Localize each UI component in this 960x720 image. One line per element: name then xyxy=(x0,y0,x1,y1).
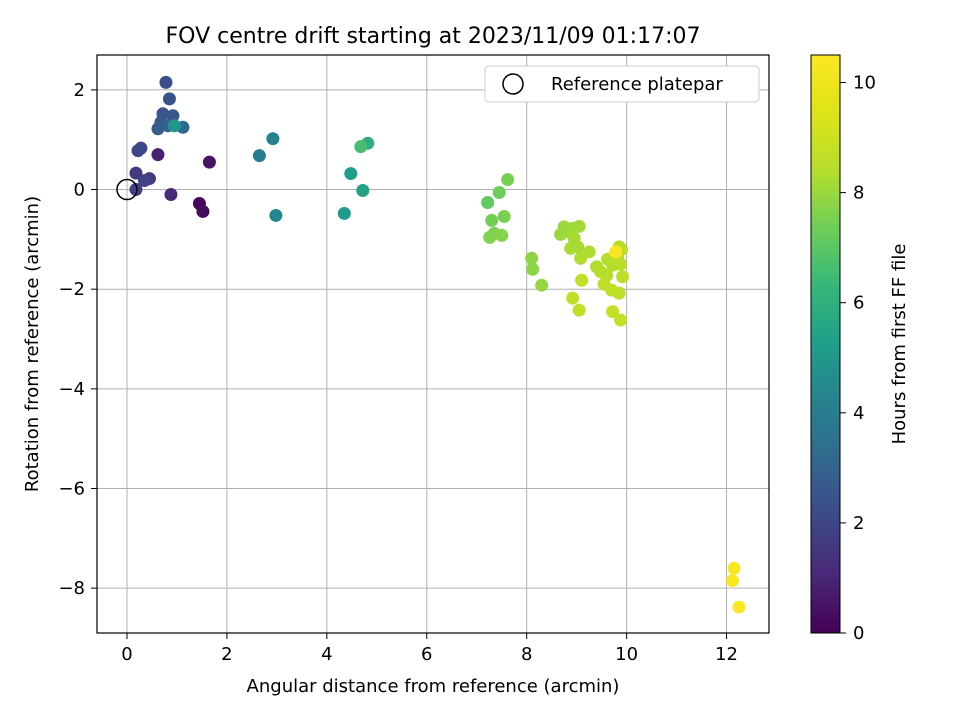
y-axis-label: Rotation from reference (arcmin) xyxy=(22,196,43,492)
data-point xyxy=(582,245,596,259)
data-points xyxy=(129,75,746,614)
data-point xyxy=(566,291,580,305)
data-point xyxy=(354,140,368,154)
data-point xyxy=(609,245,623,259)
colorbar-tick-label: 4 xyxy=(853,403,864,424)
data-point xyxy=(726,574,740,588)
x-tick-label: 8 xyxy=(521,644,532,665)
x-tick-label: 12 xyxy=(715,644,738,665)
y-tick-label: −2 xyxy=(58,279,85,300)
colorbar xyxy=(810,54,841,634)
colorbar-tick-label: 0 xyxy=(853,623,864,644)
reference-marker xyxy=(116,178,138,201)
x-tick-label: 2 xyxy=(221,644,232,665)
data-point xyxy=(167,119,181,133)
colorbar-tick-label: 2 xyxy=(853,513,864,534)
x-tick-label: 10 xyxy=(615,644,638,665)
data-point xyxy=(571,240,585,254)
data-point xyxy=(614,313,628,327)
data-point xyxy=(497,209,511,223)
reference-point xyxy=(116,178,138,201)
data-point xyxy=(129,183,143,197)
data-point xyxy=(525,251,539,265)
data-point xyxy=(572,303,586,317)
data-point xyxy=(159,75,173,89)
data-point xyxy=(575,273,589,287)
x-tick-label: 0 xyxy=(121,644,132,665)
x-tick-label: 6 xyxy=(421,644,432,665)
data-point xyxy=(164,188,178,202)
y-tick-label: −8 xyxy=(58,578,85,599)
data-point xyxy=(137,174,151,188)
grid-lines xyxy=(97,55,769,633)
x-tick-label: 4 xyxy=(321,644,332,665)
colorbar-label: Hours from first FF file xyxy=(889,244,910,445)
data-point xyxy=(485,213,499,227)
data-point xyxy=(501,173,515,187)
legend: Reference platepar xyxy=(484,65,760,103)
data-point xyxy=(202,155,216,169)
data-point xyxy=(535,278,549,292)
data-point xyxy=(162,92,176,106)
data-point xyxy=(572,219,586,233)
colorbar-tick-label: 6 xyxy=(853,293,864,314)
data-point xyxy=(612,286,626,300)
data-point xyxy=(129,166,143,180)
data-point xyxy=(356,184,370,198)
colorbar-tick-label: 10 xyxy=(853,73,876,94)
data-point xyxy=(344,167,358,181)
data-point xyxy=(732,600,746,614)
data-point xyxy=(616,270,630,284)
colorbar-ticks: 0 2 4 6 8 10 xyxy=(840,73,876,644)
data-point xyxy=(134,141,148,155)
x-axis-ticks: 0 2 4 6 8 10 12 xyxy=(121,633,738,665)
data-point xyxy=(196,204,210,218)
y-tick-label: −4 xyxy=(58,379,85,400)
y-tick-label: 0 xyxy=(74,180,85,201)
data-point xyxy=(614,257,628,271)
data-point xyxy=(495,228,509,242)
data-point xyxy=(252,149,266,163)
y-tick-label: −6 xyxy=(58,479,85,500)
data-point xyxy=(151,122,165,136)
legend-label: Reference platepar xyxy=(551,74,723,95)
chart-title: FOV centre drift starting at 2023/11/09 … xyxy=(166,24,701,49)
y-axis-ticks: −8 −6 −4 −2 0 2 xyxy=(58,80,97,599)
data-point xyxy=(727,561,741,575)
data-point xyxy=(266,132,280,146)
data-point xyxy=(526,262,540,276)
data-point xyxy=(606,305,620,319)
data-point xyxy=(337,206,351,220)
legend-marker xyxy=(502,73,524,95)
y-tick-label: 2 xyxy=(74,80,85,101)
plot-frame xyxy=(96,54,770,634)
data-point xyxy=(166,109,180,123)
data-point xyxy=(492,186,506,200)
x-axis-label: Angular distance from reference (arcmin) xyxy=(247,676,620,697)
legend-box xyxy=(484,65,760,103)
colorbar-tick-label: 8 xyxy=(853,183,864,204)
data-point xyxy=(481,195,495,209)
data-point xyxy=(151,148,165,162)
data-point xyxy=(269,208,283,222)
